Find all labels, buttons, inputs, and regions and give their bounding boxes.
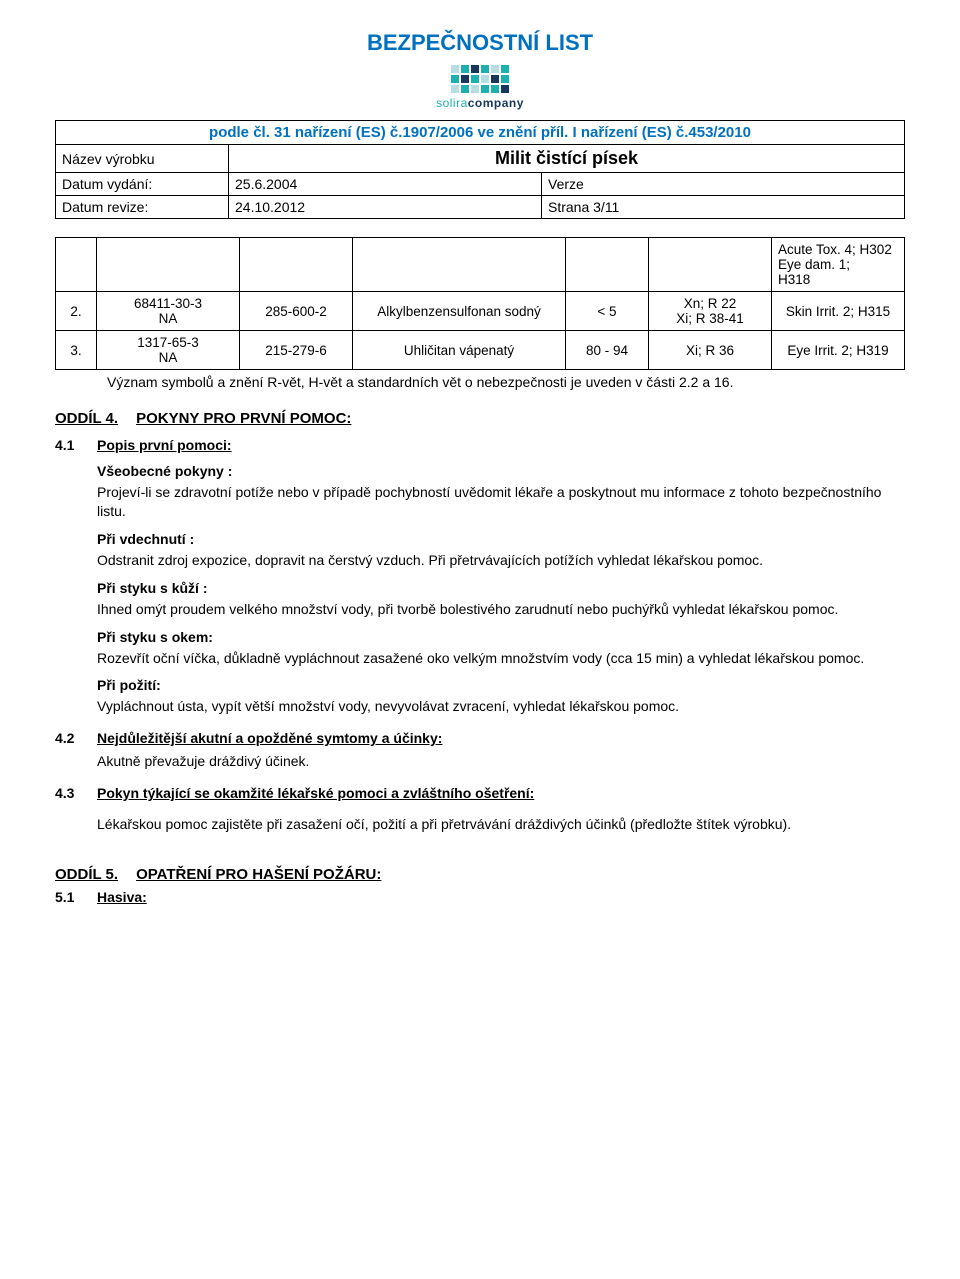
section-5-heading: ODDÍL 5. OPATŘENÍ PRO HAŠENÍ POŽÁRU: <box>55 866 905 883</box>
clause-4-2: 4.2 Nejdůležitější akutní a opožděné sym… <box>55 730 905 775</box>
hazard-cell: Acute Tox. 4; H302 Eye dam. 1; H318 <box>772 238 905 292</box>
issue-date-label: Datum vydání: <box>56 173 229 196</box>
clause-4-1: 4.1 Popis první pomoci: Všeobecné pokyny… <box>55 437 905 720</box>
table-row: 3. 1317-65-3 NA 215-279-6 Uhličitan vápe… <box>56 331 905 370</box>
version-label: Verze <box>542 173 905 196</box>
product-name: Milit čistící písek <box>229 145 905 173</box>
table-row: 2. 68411-30-3 NA 285-600-2 Alkylbenzensu… <box>56 292 905 331</box>
revision-date: 24.10.2012 <box>229 196 542 219</box>
logo-text: soliracompany <box>55 96 905 110</box>
clause-4-3: 4.3 Pokyn týkající se okamžité lékařské … <box>55 785 905 838</box>
page-number: Strana 3/11 <box>542 196 905 219</box>
header-table: podle čl. 31 nařízení (ES) č.1907/2006 v… <box>55 120 905 219</box>
regulation-line: podle čl. 31 nařízení (ES) č.1907/2006 v… <box>56 121 905 145</box>
page: BEZPEČNOSTNÍ LIST soliracompany podle čl… <box>0 0 960 1279</box>
issue-date: 25.6.2004 <box>229 173 542 196</box>
revision-date-label: Datum revize: <box>56 196 229 219</box>
table-row: Acute Tox. 4; H302 Eye dam. 1; H318 <box>56 238 905 292</box>
section-4-heading: ODDÍL 4. POKYNY PRO PRVNÍ POMOC: <box>55 410 905 427</box>
composition-table: Acute Tox. 4; H302 Eye dam. 1; H318 2. 6… <box>55 237 905 370</box>
banner-title: BEZPEČNOSTNÍ LIST <box>55 30 905 56</box>
logo: soliracompany <box>55 64 905 110</box>
table-footnote: Význam symbolů a znění R-vět, H-vět a st… <box>55 370 905 390</box>
product-label: Název výrobku <box>56 145 229 173</box>
clause-5-1: 5.1 Hasiva: <box>55 889 905 911</box>
